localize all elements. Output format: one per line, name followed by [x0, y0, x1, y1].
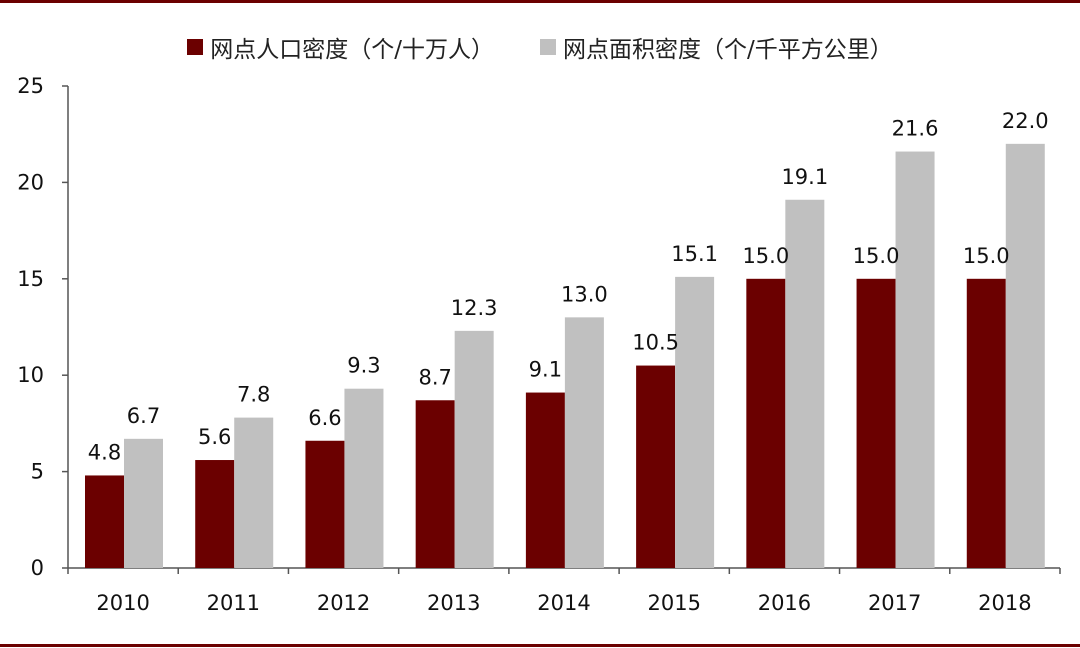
y-tick-label: 0	[31, 556, 44, 580]
bar-population-density	[856, 278, 896, 568]
x-tick-label: 2014	[537, 591, 590, 615]
bar-population-density	[966, 278, 1006, 568]
data-labels: 4.86.7 5.67.8 6.6 9.3 8.7 12.3 9.1 13.0 10.5 15.1…	[88, 109, 1049, 465]
legend-label-population: 网点人口密度（个/十万人）	[210, 37, 494, 63]
x-tick-label: 2016	[758, 591, 811, 615]
data-label-area: 21.6	[892, 117, 939, 141]
bar-population-density	[195, 460, 235, 568]
data-label-area: 9.3	[347, 354, 380, 378]
y-tick-label: 20	[17, 170, 44, 194]
x-tick-label: 2018	[978, 591, 1031, 615]
y-tick-label: 15	[17, 267, 44, 291]
y-tick-label: 10	[17, 363, 44, 387]
data-label-population: 8.7	[418, 365, 451, 389]
data-label-population: 6.6	[308, 406, 341, 430]
bar-population-density	[525, 392, 565, 568]
data-label-population: 15.0	[963, 244, 1010, 268]
bar-area-density	[1005, 143, 1045, 568]
bottom-frame-line	[0, 644, 1080, 647]
x-tick-label: 2010	[96, 591, 149, 615]
y-axis: 0 5 10 15 20 25	[17, 74, 69, 580]
data-label-population: 4.8	[88, 440, 121, 464]
data-label-area: 13.0	[561, 282, 608, 306]
data-label-population: 9.1	[529, 358, 562, 382]
legend-swatch-population	[187, 39, 204, 55]
data-label-population: 15.0	[853, 244, 900, 268]
y-tick-label: 5	[31, 460, 44, 484]
legend-label-area: 网点面积密度（个/千平方公里）	[563, 37, 893, 63]
x-tick-label: 2013	[427, 591, 480, 615]
x-axis: 2010 2011 2012 2013 2014 2015 2016 2017 2018	[67, 567, 1061, 615]
data-label-area: 7.8	[237, 383, 270, 407]
bar-population-density	[85, 475, 124, 568]
data-label-population: 10.5	[632, 331, 679, 355]
y-tick-label: 25	[17, 74, 44, 98]
bar-area-density	[675, 276, 715, 568]
bar-area-density	[564, 317, 604, 568]
data-label-area: 6.7	[127, 404, 160, 428]
bars	[85, 143, 1045, 568]
x-tick-label: 2015	[647, 591, 700, 615]
bar-area-density	[895, 151, 935, 568]
legend-item-area: 网点面积密度（个/千平方公里）	[540, 30, 893, 64]
data-label-area: 15.1	[671, 242, 718, 266]
bar-area-density	[454, 330, 494, 568]
bar-population-density	[305, 440, 345, 568]
chart-legend: 网点人口密度（个/十万人） 网点面积密度（个/千平方公里）	[0, 30, 1080, 64]
bar-area-density	[124, 438, 163, 568]
bar-population-density	[746, 278, 786, 568]
bar-population-density	[636, 365, 676, 568]
x-tick-label: 2011	[207, 591, 260, 615]
bar-area-density	[234, 417, 274, 568]
data-label-population: 15.0	[742, 244, 789, 268]
data-label-area: 19.1	[781, 165, 828, 189]
x-tick-label: 2012	[317, 591, 370, 615]
bar-area-density	[785, 199, 825, 568]
data-label-area: 12.3	[451, 296, 498, 320]
bar-area-density	[344, 388, 384, 568]
x-tick-label: 2017	[868, 591, 921, 615]
legend-item-population: 网点人口密度（个/十万人）	[187, 30, 494, 64]
data-label-population: 5.6	[198, 425, 231, 449]
legend-swatch-area	[540, 39, 556, 55]
bar-population-density	[415, 400, 455, 568]
data-label-area: 22.0	[1002, 109, 1049, 133]
top-frame-line	[0, 0, 1080, 3]
